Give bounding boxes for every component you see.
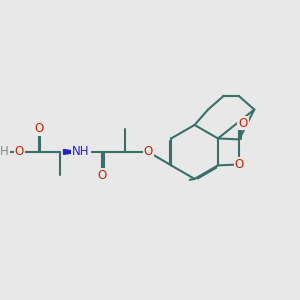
Text: NH: NH xyxy=(72,146,90,158)
Text: O: O xyxy=(238,116,247,130)
Text: O: O xyxy=(98,169,107,182)
Text: O: O xyxy=(235,158,244,171)
Text: O: O xyxy=(144,146,153,158)
Text: O: O xyxy=(15,146,24,158)
Polygon shape xyxy=(64,149,80,154)
Text: H: H xyxy=(0,146,8,158)
Text: O: O xyxy=(34,122,43,135)
